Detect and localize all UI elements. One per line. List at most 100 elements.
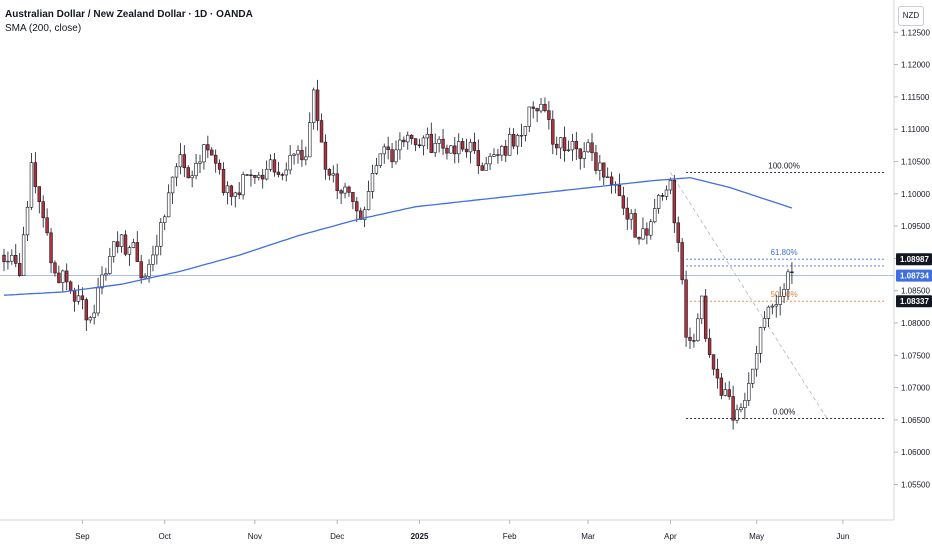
candle-body[interactable]	[641, 228, 645, 240]
candle-body[interactable]	[406, 134, 410, 143]
candle-body[interactable]	[339, 190, 343, 194]
candle-body[interactable]	[437, 138, 441, 144]
candle-body[interactable]	[221, 169, 226, 193]
candle-body[interactable]	[543, 103, 547, 111]
candle-body[interactable]	[707, 338, 712, 355]
candle-body[interactable]	[284, 169, 288, 176]
candle-body[interactable]	[25, 206, 30, 236]
candle-body[interactable]	[355, 201, 359, 212]
candle-body[interactable]	[578, 148, 582, 159]
candle-body[interactable]	[731, 396, 735, 421]
candle-body[interactable]	[558, 137, 563, 149]
candle-body[interactable]	[735, 409, 739, 421]
candle-body[interactable]	[390, 149, 394, 163]
candle-body[interactable]	[421, 137, 426, 147]
candle-body[interactable]	[88, 317, 92, 321]
candle-body[interactable]	[594, 152, 598, 171]
candle-body[interactable]	[504, 145, 508, 156]
candle-body[interactable]	[605, 176, 610, 178]
currency-badge[interactable]: NZD	[898, 6, 924, 26]
candle-body[interactable]	[551, 119, 555, 145]
candle-body[interactable]	[127, 247, 132, 255]
candle-body[interactable]	[539, 103, 543, 112]
candle-body[interactable]	[535, 108, 539, 112]
candle-body[interactable]	[182, 154, 187, 168]
candle-body[interactable]	[29, 162, 34, 208]
candle-body[interactable]	[233, 192, 237, 197]
candle-body[interactable]	[155, 245, 159, 256]
candle-body[interactable]	[245, 174, 249, 176]
candle-body[interactable]	[210, 149, 214, 156]
candle-body[interactable]	[547, 110, 551, 120]
candle-body[interactable]	[80, 295, 85, 300]
candle-body[interactable]	[531, 106, 535, 109]
candle-body[interactable]	[311, 89, 316, 123]
candle-body[interactable]	[500, 145, 504, 156]
candle-body[interactable]	[727, 389, 731, 397]
candle-body[interactable]	[268, 159, 273, 170]
candle-body[interactable]	[14, 255, 18, 264]
candle-body[interactable]	[112, 241, 116, 257]
candle-body[interactable]	[108, 256, 112, 274]
candle-body[interactable]	[276, 171, 281, 175]
candle-body[interactable]	[296, 150, 300, 155]
candle-body[interactable]	[441, 138, 445, 149]
candle-body[interactable]	[488, 156, 492, 165]
candle-body[interactable]	[41, 201, 45, 219]
candle-body[interactable]	[115, 241, 120, 247]
candle-body[interactable]	[472, 141, 477, 151]
candle-body[interactable]	[637, 236, 641, 240]
candle-body[interactable]	[762, 318, 767, 328]
candle-body[interactable]	[335, 173, 339, 191]
candle-body[interactable]	[33, 162, 38, 187]
candle-body[interactable]	[119, 234, 124, 247]
indicator-legend[interactable]: SMA (200, close)	[5, 23, 82, 34]
candle-body[interactable]	[374, 165, 379, 174]
candle-body[interactable]	[492, 154, 496, 157]
candle-body[interactable]	[609, 176, 614, 185]
candle-body[interactable]	[343, 186, 347, 194]
candle-body[interactable]	[370, 173, 375, 192]
candle-body[interactable]	[402, 139, 406, 143]
candle-body[interactable]	[468, 141, 473, 153]
candle-body[interactable]	[425, 133, 430, 139]
candle-body[interactable]	[213, 154, 218, 164]
candle-body[interactable]	[515, 135, 520, 147]
candle-body[interactable]	[100, 274, 104, 289]
candle-body[interactable]	[598, 162, 602, 171]
candle-body[interactable]	[511, 134, 516, 147]
candle-body[interactable]	[68, 281, 73, 291]
candle-body[interactable]	[323, 141, 328, 170]
candle-body[interactable]	[319, 120, 324, 143]
candle-body[interactable]	[433, 143, 437, 153]
candle-body[interactable]	[61, 270, 65, 283]
candle-body[interactable]	[92, 312, 96, 318]
candle-body[interactable]	[656, 195, 661, 209]
candle-body[interactable]	[460, 141, 465, 150]
candle-body[interactable]	[261, 174, 265, 180]
candle-body[interactable]	[6, 260, 10, 263]
candle-body[interactable]	[770, 305, 775, 308]
candle-body[interactable]	[135, 242, 139, 262]
candle-body[interactable]	[664, 189, 669, 197]
candle-body[interactable]	[194, 163, 198, 177]
candle-body[interactable]	[566, 149, 571, 151]
candle-body[interactable]	[413, 138, 418, 146]
candle-body[interactable]	[347, 186, 351, 193]
candle-body[interactable]	[672, 179, 677, 224]
candle-body[interactable]	[445, 147, 449, 154]
candle-body[interactable]	[394, 149, 398, 163]
candle-body[interactable]	[21, 234, 26, 276]
sma-200-line[interactable]	[3, 176, 793, 296]
candle-body[interactable]	[104, 273, 108, 276]
candle-body[interactable]	[464, 148, 469, 153]
candle-body[interactable]	[382, 146, 386, 155]
candle-body[interactable]	[190, 175, 194, 179]
candle-body[interactable]	[429, 133, 433, 153]
candle-body[interactable]	[10, 255, 14, 262]
candle-body[interactable]	[198, 161, 202, 164]
candle-body[interactable]	[65, 270, 69, 283]
candle-body[interactable]	[308, 122, 312, 158]
candle-body[interactable]	[280, 174, 285, 176]
candle-body[interactable]	[625, 207, 629, 220]
